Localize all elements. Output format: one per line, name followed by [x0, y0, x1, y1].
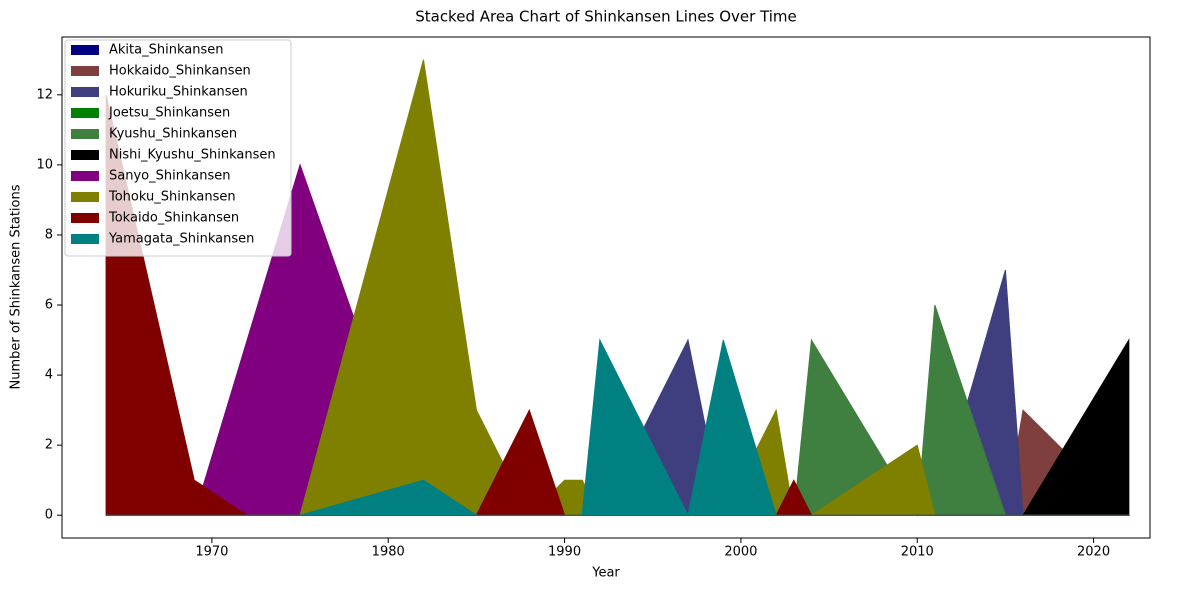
x-tick-label: 2020 — [1077, 545, 1110, 560]
area — [106, 338, 1129, 517]
legend-label: Sanyo_Shinkansen — [109, 169, 230, 184]
legend-label: Akita_Shinkansen — [109, 43, 223, 58]
legend-label: Kyushu_Shinkansen — [109, 127, 237, 142]
y-tick-label: 8 — [45, 227, 53, 242]
legend-label: Hokkaido_Shinkansen — [109, 64, 251, 79]
legend-label: Tokaido_Shinkansen — [108, 211, 239, 226]
legend-swatch — [71, 87, 99, 97]
legend-swatch — [71, 213, 99, 223]
x-axis-label: Year — [591, 566, 620, 581]
y-tick-label: 6 — [45, 298, 53, 313]
legend-swatch — [71, 192, 99, 202]
legend: Akita_Shinkansen Hokkaido_Shinkansen Hokur… — [64, 39, 292, 257]
legend-swatch — [71, 108, 99, 118]
chart-title: Stacked Area Chart of Shinkansen Lines O… — [415, 8, 797, 26]
legend-swatch — [71, 129, 99, 139]
y-axis-label: Number of Shinkansen Stations — [9, 184, 24, 389]
x-tick-label: 1990 — [548, 545, 581, 560]
y-tick-label: 0 — [45, 508, 53, 523]
legend-label: Yamagata_Shinkansen — [108, 232, 254, 247]
x-tick-label: 1970 — [195, 545, 228, 560]
x-tick-label: 2010 — [901, 545, 934, 560]
legend-swatch — [71, 150, 99, 160]
legend-swatch — [71, 234, 99, 244]
x-tick-label: 2000 — [724, 545, 757, 560]
y-tick-label: 2 — [45, 438, 53, 453]
y-tick-label: 12 — [36, 87, 53, 102]
legend-swatch — [71, 66, 99, 76]
x-tick-label: 1980 — [372, 545, 405, 560]
legend-label: Hokuriku_Shinkansen — [109, 85, 248, 100]
y-tick-label: 4 — [45, 368, 53, 383]
legend-label: Joetsu_Shinkansen — [108, 106, 230, 121]
legend-box — [64, 39, 292, 257]
legend-swatch — [71, 45, 99, 55]
y-tick-label: 10 — [36, 157, 53, 172]
legend-label: Nishi_Kyushu_Shinkansen — [109, 148, 276, 163]
legend-label: Tohoku_Shinkansen — [108, 190, 236, 205]
legend-swatch — [71, 171, 99, 181]
plot-frame — [61, 36, 1151, 539]
